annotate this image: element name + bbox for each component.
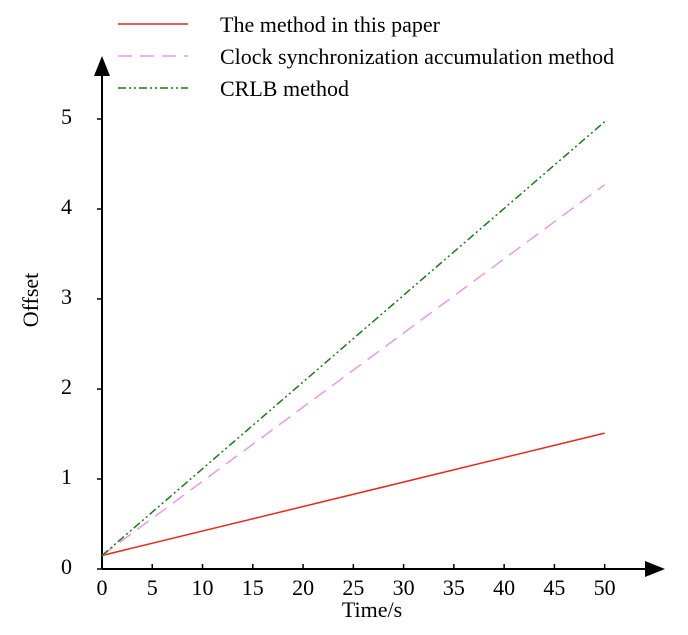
series-line [101, 432, 605, 557]
legend-label: Clock synchronization accumulation metho… [220, 44, 615, 69]
x-axis-label: Time/s [342, 597, 402, 622]
x-axis-arrow [645, 561, 665, 577]
y-axis-label: Offset [18, 273, 43, 328]
x-tick-label: 5 [147, 575, 158, 600]
x-tick-label: 40 [493, 575, 515, 600]
legend: The method in this paper Clock synchroniz… [116, 10, 614, 106]
x-tick-label: 0 [97, 575, 108, 600]
series-line [101, 184, 606, 557]
legend-item: CRLB method [116, 74, 614, 104]
legend-swatch [118, 55, 188, 57]
legend-swatch [118, 23, 188, 25]
y-tick-label: 1 [61, 464, 72, 489]
x-tick-label: 15 [242, 575, 264, 600]
legend-item: The method in this paper [116, 10, 614, 40]
x-tick-label: 20 [292, 575, 314, 600]
y-tick-label: 2 [61, 374, 72, 399]
x-tick-label: 50 [594, 575, 616, 600]
legend-swatch [118, 87, 188, 89]
y-tick-label: 5 [61, 104, 72, 129]
x-tick-label: 10 [192, 575, 214, 600]
legend-label: The method in this paper [220, 12, 440, 37]
legend-item: Clock synchronization accumulation metho… [116, 42, 614, 72]
y-axis-arrow [94, 56, 110, 76]
y-tick-label: 4 [61, 194, 72, 219]
y-tick-label: 3 [61, 284, 72, 309]
x-tick-label: 45 [543, 575, 565, 600]
series-line [101, 121, 606, 557]
x-tick-label: 30 [393, 575, 415, 600]
x-tick-label: 35 [443, 575, 465, 600]
legend-label: CRLB method [220, 76, 349, 101]
y-tick-label: 0 [61, 554, 72, 579]
x-tick-label: 25 [342, 575, 364, 600]
